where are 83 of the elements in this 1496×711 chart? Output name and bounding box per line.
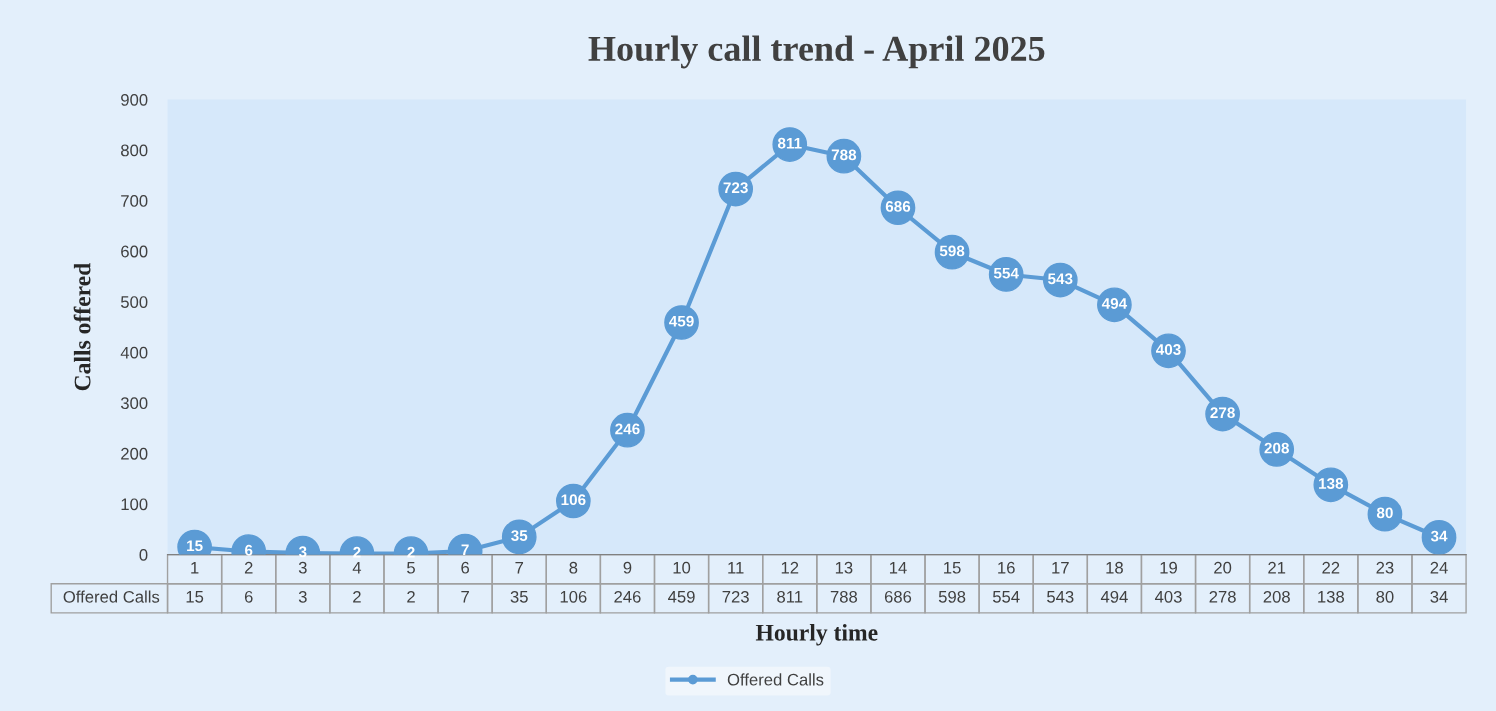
x-tick-label: 14 bbox=[889, 561, 907, 574]
x-tick-label: 15 bbox=[944, 561, 961, 574]
x-tick-label: 19 bbox=[1160, 561, 1177, 574]
data-label: 3 bbox=[298, 590, 307, 603]
annotation: 15 bbox=[187, 540, 203, 552]
y-tick-label: 500 bbox=[120, 296, 148, 308]
data-label: 6 bbox=[244, 590, 253, 603]
y-tick-label: 100 bbox=[121, 498, 148, 511]
annotation: 403 bbox=[1155, 344, 1181, 355]
data-label: 35 bbox=[510, 590, 528, 603]
x-tick-label: 4 bbox=[352, 561, 362, 574]
x-tick-label: 16 bbox=[998, 561, 1015, 574]
data-label: 15 bbox=[186, 591, 204, 603]
y-tick-label: 800 bbox=[121, 144, 148, 157]
data-label: 459 bbox=[668, 590, 695, 603]
x-tick-label: 12 bbox=[781, 561, 799, 574]
data-label: 138 bbox=[1318, 590, 1344, 603]
data-label: 34 bbox=[1430, 590, 1448, 603]
data-label: 208 bbox=[1263, 590, 1290, 603]
y-tick-label: 200 bbox=[121, 447, 148, 460]
data-label: 543 bbox=[1047, 590, 1074, 603]
data-label: 811 bbox=[777, 590, 803, 603]
annotation: 811 bbox=[777, 137, 802, 149]
annotation: 80 bbox=[1376, 507, 1393, 519]
data-label: 106 bbox=[560, 590, 587, 603]
x-tick-label: 1 bbox=[191, 561, 199, 574]
x-tick-label: 24 bbox=[1430, 561, 1448, 574]
x-tick-label: 9 bbox=[623, 561, 632, 574]
x-tick-label: 11 bbox=[728, 561, 744, 574]
x-tick-label: 10 bbox=[673, 561, 691, 574]
x-tick-label: 18 bbox=[1106, 561, 1123, 574]
data-label: 403 bbox=[1154, 590, 1182, 603]
data-label: 554 bbox=[992, 591, 1020, 603]
annotation: 208 bbox=[1264, 442, 1289, 454]
legend-label: Offered Calls bbox=[727, 673, 824, 686]
annotation: 138 bbox=[1319, 478, 1344, 489]
x-tick-label: 20 bbox=[1214, 561, 1232, 574]
y-axis-title: Calls offered bbox=[73, 262, 91, 391]
x-tick-label: 8 bbox=[569, 561, 578, 574]
annotation: 494 bbox=[1101, 298, 1128, 309]
y-tick-label: 900 bbox=[121, 93, 148, 106]
annotation: 554 bbox=[993, 267, 1019, 279]
x-tick-label: 3 bbox=[298, 561, 307, 574]
x-tick-label: 7 bbox=[515, 561, 524, 574]
data-label: 2 bbox=[407, 590, 415, 603]
data-label: 2 bbox=[353, 590, 361, 603]
data-label: 686 bbox=[884, 590, 912, 603]
annotation: 788 bbox=[831, 149, 857, 161]
y-tick-label: 600 bbox=[121, 245, 148, 258]
text: Offered Calls bbox=[63, 590, 160, 603]
annotation: 543 bbox=[1048, 273, 1073, 285]
x-tick-label: 2 bbox=[244, 561, 253, 574]
x-tick-label: 21 bbox=[1268, 561, 1286, 574]
data-label: 723 bbox=[722, 590, 749, 603]
annotation: 246 bbox=[615, 423, 640, 435]
annotation: 35 bbox=[511, 530, 528, 542]
data-label: 246 bbox=[614, 590, 641, 603]
annotation: 459 bbox=[669, 315, 694, 327]
x-tick-label: 13 bbox=[835, 561, 853, 574]
y-tick-label: 300 bbox=[120, 397, 148, 410]
x-tick-label: 23 bbox=[1376, 561, 1394, 574]
annotation: 3 bbox=[298, 546, 307, 558]
y-tick-label: 400 bbox=[120, 346, 148, 359]
x-tick-label: 17 bbox=[1052, 561, 1069, 574]
chart-title: Hourly call trend - April 2025 bbox=[588, 35, 1045, 69]
annotation: 106 bbox=[561, 494, 586, 506]
data-label: 80 bbox=[1376, 590, 1394, 603]
annotation: 34 bbox=[1430, 530, 1448, 542]
data-label: 598 bbox=[938, 590, 966, 603]
x-tick-label: 5 bbox=[407, 561, 415, 574]
data-label: 494 bbox=[1100, 590, 1128, 603]
data-label: 788 bbox=[830, 590, 858, 603]
y-tick-label: 700 bbox=[121, 195, 148, 207]
x-axis-title: Hourly time bbox=[755, 624, 878, 646]
y-tick-label: 0 bbox=[139, 548, 148, 561]
data-label: 7 bbox=[461, 591, 469, 603]
annotation: 278 bbox=[1210, 407, 1235, 419]
x-tick-label: 22 bbox=[1322, 561, 1340, 574]
annotation: 686 bbox=[885, 201, 911, 212]
x-tick-label: 6 bbox=[461, 561, 470, 574]
annotation: 598 bbox=[939, 245, 965, 257]
annotation: 723 bbox=[723, 182, 748, 194]
data-label: 278 bbox=[1209, 590, 1236, 603]
